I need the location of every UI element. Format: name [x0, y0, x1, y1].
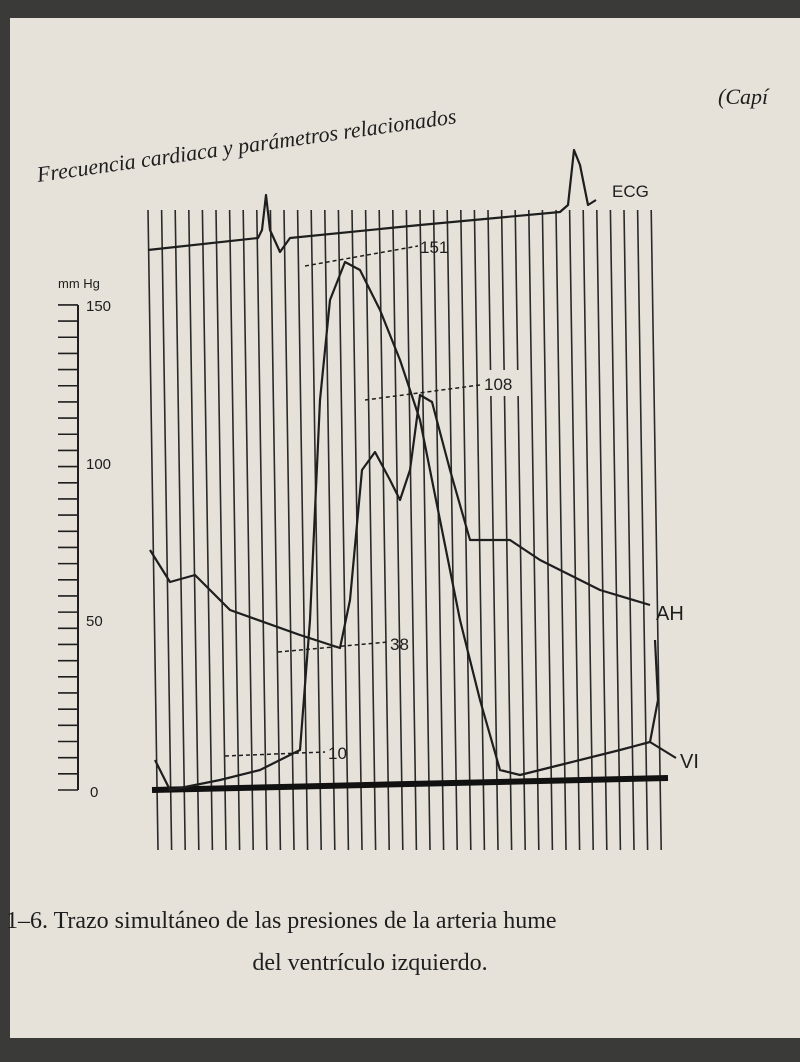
caption: 1–6. Trazo simultáneo de las presiones d… — [6, 908, 557, 934]
y-tick-label: 100 — [86, 456, 111, 473]
trace-label: AH — [656, 603, 684, 625]
trace-label: ECG — [612, 182, 649, 201]
annotation: 108 — [484, 375, 512, 394]
y-tick-label: 150 — [86, 298, 111, 315]
y-tick-label: 50 — [86, 613, 103, 630]
chapter-ref: (Capí — [718, 84, 770, 109]
page-photo: Frecuencia cardiaca y parámetros relacio… — [0, 0, 800, 1062]
unit-label: mm Hg — [58, 276, 100, 291]
annotation: 38 — [390, 635, 409, 654]
trace-label: VI — [680, 751, 699, 773]
caption: del ventrículo izquierdo. — [252, 950, 487, 976]
y-tick-label: 0 — [90, 784, 98, 801]
annotation: 151 — [420, 238, 448, 257]
annotation: 10 — [328, 744, 347, 763]
